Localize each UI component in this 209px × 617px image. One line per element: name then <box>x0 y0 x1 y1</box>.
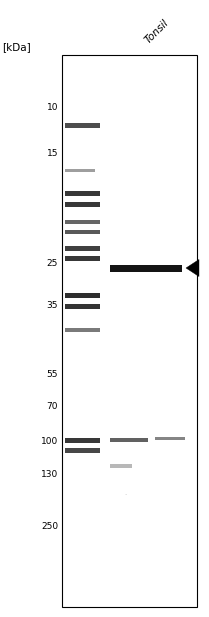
Text: 250: 250 <box>41 523 58 531</box>
Text: 70: 70 <box>46 402 58 410</box>
Bar <box>65 202 100 207</box>
Bar <box>65 246 100 251</box>
Text: 55: 55 <box>46 370 58 379</box>
Bar <box>65 123 100 128</box>
Bar <box>65 220 100 224</box>
Bar <box>65 447 100 452</box>
Bar <box>110 265 182 271</box>
Bar <box>65 230 100 234</box>
Text: 15: 15 <box>46 149 58 158</box>
Bar <box>65 304 100 308</box>
Text: Tonsil: Tonsil <box>143 17 171 45</box>
Bar <box>62 55 197 607</box>
Bar <box>65 437 100 442</box>
Text: 100: 100 <box>41 437 58 446</box>
Bar <box>110 464 132 468</box>
Text: 10: 10 <box>46 103 58 112</box>
Text: 130: 130 <box>41 470 58 479</box>
Bar <box>65 255 100 260</box>
Text: [kDa]: [kDa] <box>2 42 31 52</box>
Text: 25: 25 <box>47 259 58 268</box>
Bar <box>65 191 100 196</box>
Bar <box>65 168 95 172</box>
Bar <box>155 436 185 439</box>
Text: 35: 35 <box>46 300 58 310</box>
Bar <box>110 438 148 442</box>
Text: ·: · <box>124 492 126 498</box>
Bar <box>65 328 100 332</box>
Bar <box>65 292 100 297</box>
Polygon shape <box>186 260 199 276</box>
